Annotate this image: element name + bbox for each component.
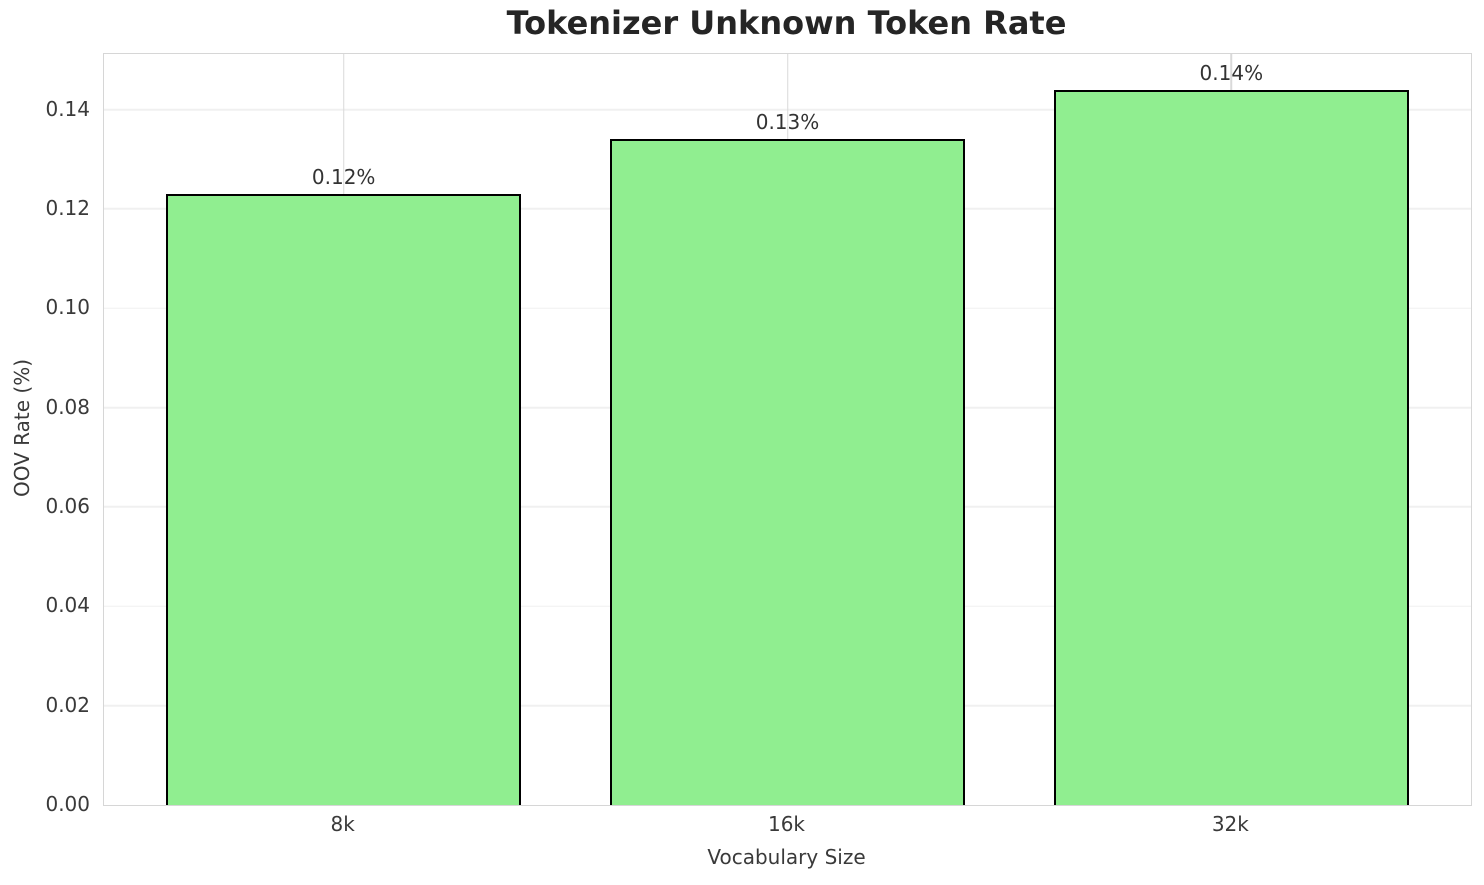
plot-area: 0.12% 0.13% 0.14% bbox=[103, 53, 1472, 806]
x-tick-label: 32k bbox=[1211, 812, 1249, 836]
x-axis-label: Vocabulary Size bbox=[707, 845, 866, 869]
x-tick-label: 8k bbox=[330, 812, 355, 836]
bar bbox=[1053, 89, 1409, 805]
bar-value-label: 0.14% bbox=[1199, 60, 1264, 85]
bar-value-label: 0.12% bbox=[311, 165, 376, 190]
y-tick-label: 0.14 bbox=[45, 96, 90, 121]
y-tick-label: 0.08 bbox=[45, 394, 90, 419]
x-tick-label: 16k bbox=[767, 812, 806, 836]
y-tick-label: 0.04 bbox=[45, 593, 90, 618]
y-tick-label: 0.10 bbox=[45, 295, 90, 320]
bar bbox=[609, 139, 966, 805]
y-tick-label: 0.12 bbox=[45, 195, 90, 220]
bar bbox=[166, 194, 522, 805]
y-axis-ticks: 0.00 0.02 0.04 0.06 0.08 0.10 0.12 0.14 bbox=[0, 53, 90, 816]
x-axis-ticks: 8k 16k 32k bbox=[103, 812, 1470, 838]
y-tick-label: 0.06 bbox=[45, 493, 90, 518]
chart-title: Tokenizer Unknown Token Rate bbox=[506, 4, 1067, 42]
y-tick-label: 0.02 bbox=[45, 692, 90, 717]
y-tick-label: 0.00 bbox=[45, 792, 90, 816]
bar-value-label: 0.13% bbox=[755, 110, 820, 135]
